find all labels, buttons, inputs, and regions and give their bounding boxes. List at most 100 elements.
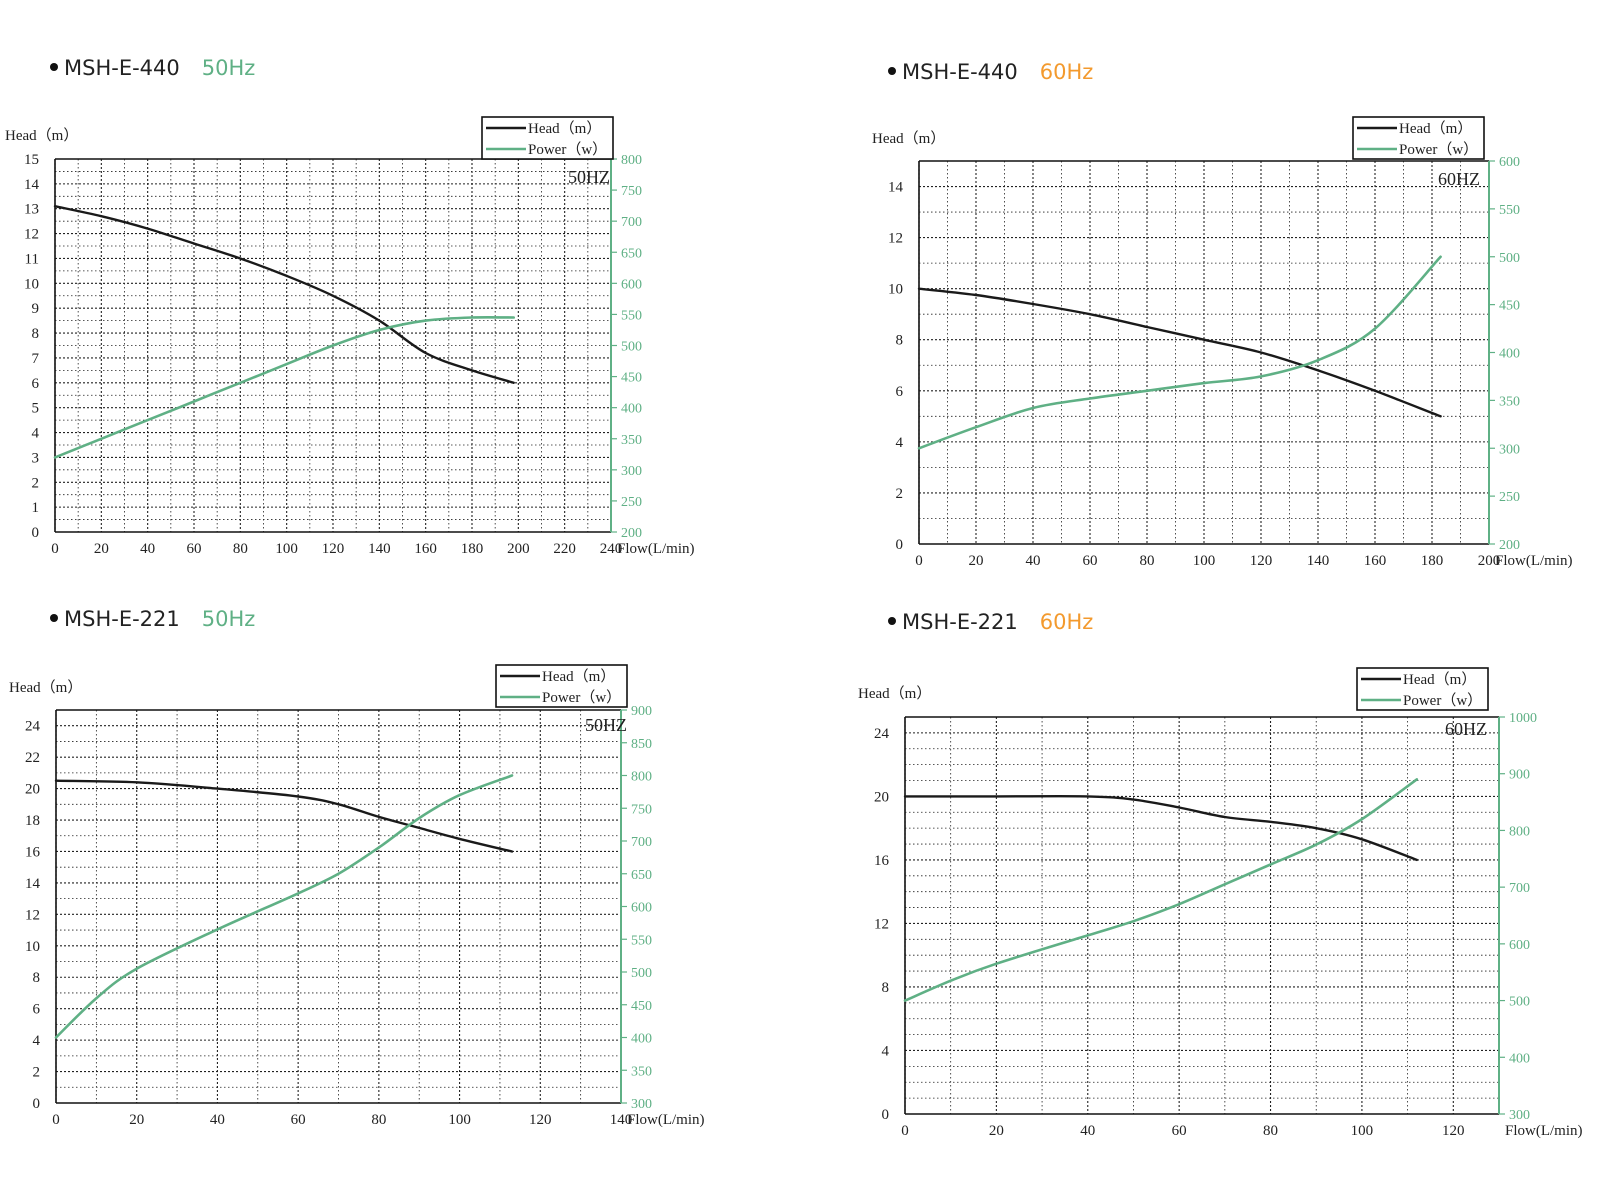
legend-label-power: Power（w） [542,689,621,706]
model-label: MSH-E-221 [902,610,1018,634]
frequency-annotation: 50HZ [568,167,610,187]
y2-tick-label: 250 [1499,490,1520,505]
x-tick-label: 180 [1421,553,1444,569]
y-axis-label: Head（m） [872,130,945,147]
y-tick-label: 20 [25,782,40,798]
y2-tick-label: 700 [631,835,652,850]
x-tick-label: 200 [1478,553,1501,569]
x-tick-label: 0 [901,1123,909,1139]
y-tick-label: 12 [874,916,889,932]
x-tick-label: 20 [94,541,109,557]
y-tick-label: 0 [882,1107,890,1123]
x-tick-label: 0 [915,553,923,569]
series-line-head [54,779,514,853]
y-tick-label: 2 [896,486,904,502]
legend-box [495,664,628,708]
x-tick-label: 40 [1026,553,1041,569]
y-tick-label: 4 [896,435,904,451]
y-tick-label: 12 [888,231,903,247]
x-tick-label: 140 [1307,553,1330,569]
y2-tick-label: 400 [631,1032,652,1047]
y2-tick-label: 400 [1509,1051,1530,1066]
legend-label-head: Head（m） [542,668,615,685]
panel-title: MSH-E-221 50Hz [50,607,255,631]
bullet-icon [50,614,58,622]
y-tick-label: 24 [874,726,890,742]
x-axis-label: Flow(L/min) [1505,1123,1583,1139]
y-tick-label: 11 [25,251,39,267]
y2-tick-label: 450 [621,371,642,386]
x-tick-label: 200 [507,541,530,557]
y-tick-label: 3 [32,450,40,466]
x-tick-label: 20 [969,553,984,569]
bullet-icon [50,63,58,71]
y-tick-label: 6 [896,384,904,400]
frequency-label: 50Hz [201,56,256,80]
x-tick-label: 80 [1140,553,1155,569]
model-label: MSH-E-440 [64,56,180,80]
x-tick-label: 140 [368,541,391,557]
y2-tick-label: 300 [1499,442,1520,457]
legend-label-power: Power（w） [528,141,607,158]
y-axis-label: Head（m） [5,127,78,144]
x-tick-label: 120 [322,541,345,557]
y-tick-label: 6 [33,1002,41,1018]
y-tick-label: 10 [888,282,903,298]
x-axis-label: Flow(L/min) [627,1112,705,1128]
x-tick-label: 180 [461,541,484,557]
x-tick-label: 40 [140,541,155,557]
y2-tick-label: 600 [1499,155,1520,170]
frequency-label: 50Hz [201,607,256,631]
y2-tick-label: 750 [621,184,642,199]
x-tick-label: 0 [51,541,59,557]
y-tick-label: 8 [33,970,41,986]
legend: Head（m） Power（w） [1356,667,1489,711]
legend-box [481,116,614,160]
y2-tick-label: 200 [621,526,642,541]
y2-tick-label: 250 [621,495,642,510]
y2-tick-label: 700 [1509,881,1530,896]
y2-tick-label: 750 [631,802,652,817]
legend: Head（m） Power（w） [495,664,628,708]
y2-tick-label: 700 [621,215,642,230]
chart-1: 0 20 40 60 80 100 120 140 160 180 200 220 240Flow(L/… [5,116,695,557]
x-tick-label: 120 [529,1112,552,1128]
y-tick-label: 9 [32,301,40,317]
y2-tick-label: 850 [631,737,652,752]
x-tick-label: 20 [129,1112,144,1128]
y2-tick-label: 500 [631,966,652,981]
y-tick-label: 24 [25,719,41,735]
y2-tick-label: 500 [621,340,642,355]
y-tick-label: 6 [32,376,40,392]
y2-tick-label: 500 [1499,251,1520,266]
series-line-head [903,794,1418,862]
y2-tick-label: 1000 [1509,711,1537,726]
y-tick-label: 10 [24,276,39,292]
y2-tick-label: 650 [631,868,652,883]
y-tick-label: 8 [882,980,890,996]
x-tick-label: 40 [210,1112,225,1128]
x-axis-label: Flow(L/min) [1495,553,1573,569]
x-tick-label: 40 [1080,1123,1095,1139]
y-tick-label: 0 [32,525,40,541]
x-tick-label: 100 [1193,553,1216,569]
y2-tick-label: 550 [631,933,652,948]
x-tick-label: 80 [371,1112,386,1128]
x-tick-label: 220 [553,541,576,557]
x-tick-label: 60 [1083,553,1098,569]
frequency-annotation: 60HZ [1445,719,1487,739]
y2-tick-label: 500 [1509,995,1530,1010]
series-line-head [917,287,1442,418]
y-tick-label: 13 [24,202,39,218]
y2-tick-label: 550 [1499,203,1520,218]
y2-tick-label: 400 [1499,347,1520,362]
y-tick-label: 15 [24,152,39,168]
x-tick-label: 240 [600,541,623,557]
y2-tick-label: 900 [631,704,652,719]
legend-label-head: Head（m） [1399,120,1472,137]
y-tick-label: 4 [882,1043,890,1059]
y-tick-label: 16 [25,844,41,860]
x-tick-label: 60 [291,1112,306,1128]
